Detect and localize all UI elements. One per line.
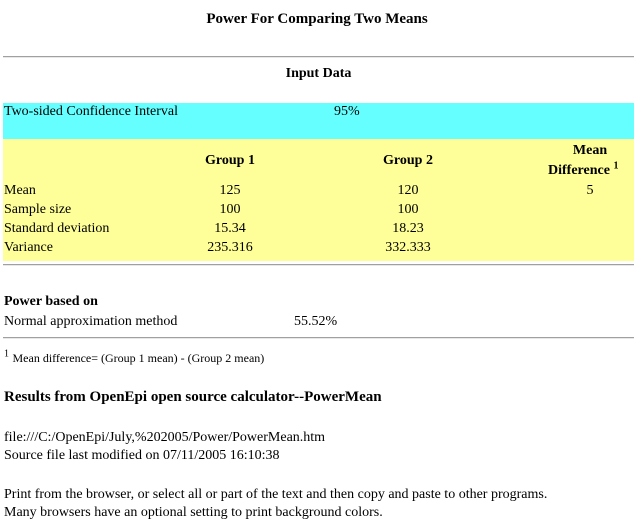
column-header-difference: Difference 1 (548, 160, 619, 179)
cell-group1: 15.34 (214, 221, 246, 236)
cell-group1: 125 (219, 183, 241, 198)
cell-group1: 235.316 (207, 240, 253, 255)
power-method-value: 55.52% (294, 314, 338, 329)
footnote-text: Mean difference= (Group 1 mean) - (Group… (12, 351, 265, 365)
cell-group2: 18.23 (392, 221, 424, 236)
input-table-band (3, 139, 634, 261)
cell-group2: 100 (397, 202, 419, 217)
cell-mean-difference: 5 (586, 183, 594, 198)
row-label: Standard deviation (4, 221, 110, 236)
power-heading: Power based on (4, 294, 98, 309)
footnote: 1 Mean difference= (Group 1 mean) - (Gro… (4, 348, 265, 367)
print-instructions: Print from the browser, or select all or… (4, 487, 548, 502)
page-title: Power For Comparing Two Means (206, 11, 428, 27)
column-header-group1: Group 1 (205, 153, 255, 168)
divider-after-power (3, 337, 634, 339)
cell-group2: 120 (397, 183, 419, 198)
print-background-note: Many browsers have an optional setting t… (4, 505, 383, 520)
footnote-marker: 1 (613, 160, 619, 172)
confidence-interval-label: Two-sided Confidence Interval (4, 104, 178, 119)
results-heading: Results from OpenEpi open source calcula… (4, 389, 382, 405)
row-label: Sample size (4, 202, 72, 217)
cell-group1: 100 (219, 202, 241, 217)
column-header-difference-label: Difference (548, 163, 610, 178)
divider-top (3, 56, 634, 58)
input-data-heading: Input Data (285, 66, 352, 81)
column-header-group2: Group 2 (383, 153, 433, 168)
divider-after-input (3, 264, 634, 266)
row-label: Mean (4, 183, 36, 198)
confidence-interval-value: 95% (334, 104, 360, 119)
power-method-label: Normal approximation method (4, 314, 178, 329)
column-header-mean-label: Mean (572, 143, 608, 158)
source-file-modified: Source file last modified on 07/11/2005 … (4, 448, 280, 463)
confidence-interval-band (3, 103, 634, 139)
footnote-mark: 1 (4, 348, 9, 360)
row-label: Variance (4, 240, 53, 255)
cell-group2: 332.333 (385, 240, 431, 255)
source-file-path: file:///C:/OpenEpi/July,%202005/Power/Po… (4, 430, 326, 445)
